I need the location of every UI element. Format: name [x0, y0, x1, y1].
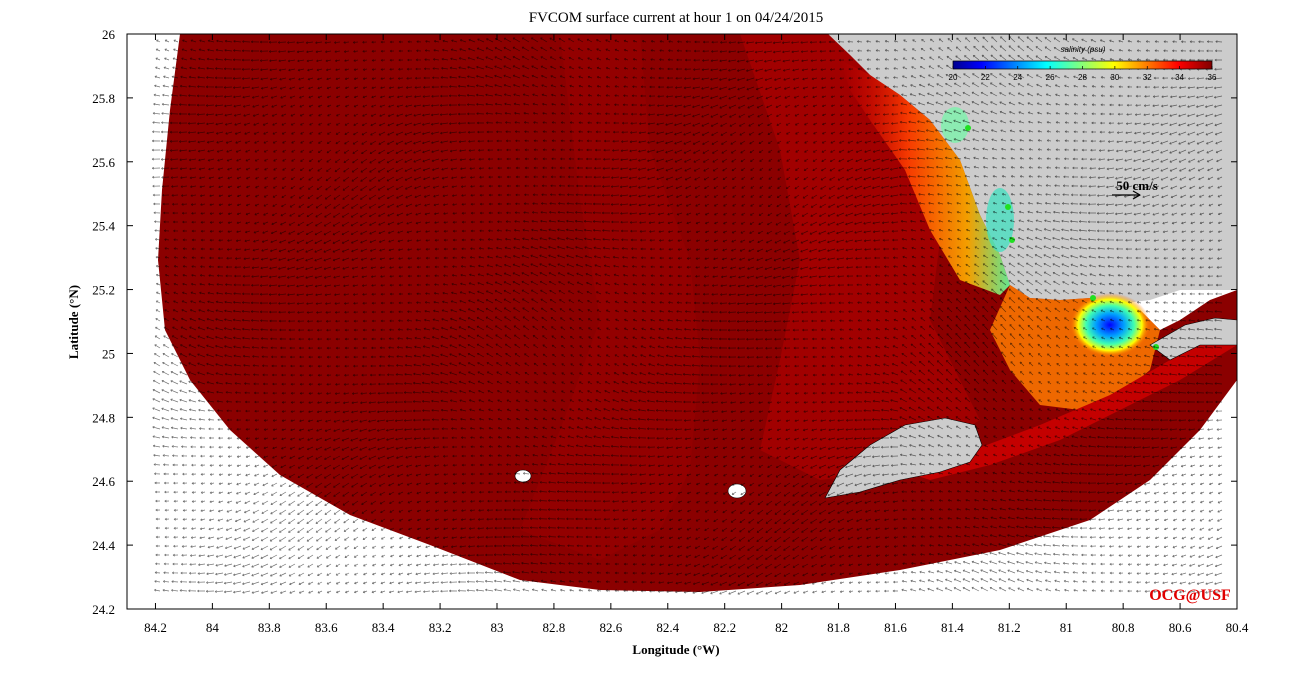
y-axis-label: Latitude (°N): [66, 285, 81, 359]
x-tick-label: 83.2: [429, 620, 452, 635]
x-tick-label: 82.2: [713, 620, 736, 635]
x-tick-label: 82.4: [656, 620, 679, 635]
x-tick-label: 84: [206, 620, 220, 635]
colorbar-tick-label: 20: [949, 73, 958, 82]
x-tick-label: 81.8: [827, 620, 850, 635]
colorbar-tick-label: 26: [1046, 73, 1055, 82]
x-tick-label: 81.6: [884, 620, 907, 635]
x-tick-label: 83.8: [258, 620, 281, 635]
colorbar-tick-label: 24: [1013, 73, 1022, 82]
y-tick-label: 26: [102, 27, 116, 42]
x-tick-label: 81.4: [941, 620, 964, 635]
plot-area: [127, 34, 1237, 609]
y-tick-label: 24.4: [92, 538, 115, 553]
y-tick-label: 25.6: [92, 155, 115, 170]
y-tick-label: 25.4: [92, 219, 115, 234]
x-tick-label: 81: [1060, 620, 1073, 635]
mainland-land: [828, 34, 1237, 305]
x-tick-label: 83: [491, 620, 504, 635]
x-tick-label: 80.8: [1112, 620, 1135, 635]
colorbar-tick-label: 30: [1110, 73, 1119, 82]
credit-label: OCG@USF: [1149, 587, 1231, 604]
x-tick-label: 80.4: [1226, 620, 1249, 635]
colorbar-tick-label: 34: [1175, 73, 1184, 82]
axes-frame: [126, 33, 1238, 610]
x-tick-label: 81.2: [998, 620, 1021, 635]
x-tick-label: 83.4: [372, 620, 395, 635]
x-tick-label: 80.6: [1169, 620, 1192, 635]
x-tick-label: 83.6: [315, 620, 338, 635]
x-axis-label: Longitude (°W): [632, 642, 719, 657]
colorbar-tick-label: 28: [1078, 73, 1087, 82]
y-tick-label: 25: [102, 346, 115, 361]
colorbar-tick-label: 36: [1208, 73, 1217, 82]
x-tick-label: 82.6: [599, 620, 622, 635]
vector-scale-label: 50 cm/s: [1116, 178, 1158, 193]
y-axis: 24.2 24.4 24.6 24.8 25 25.2 25.4 25.6 25.8 26: [92, 27, 1237, 617]
current-vectors: [151, 36, 1223, 595]
y-tick-label: 24.8: [92, 410, 115, 425]
colorbar-tick-label: 22: [981, 73, 990, 82]
colorbar: salinity (psu) 20 22 24 26 28 30 32 34 36: [949, 45, 1217, 82]
x-axis: 84.2 84 83.8 83.6 83.4 83.2 83 82.8 82.6 82.4 82.2…: [144, 34, 1249, 635]
y-tick-label: 24.6: [92, 474, 115, 489]
y-tick-label: 25.2: [92, 283, 115, 298]
y-tick-label: 25.8: [92, 91, 115, 106]
colorbar-tick-label: 32: [1143, 73, 1152, 82]
vector-scale: 50 cm/s: [1112, 178, 1158, 200]
x-tick-label: 82: [775, 620, 788, 635]
y-tick-label: 24.2: [92, 602, 115, 617]
colorbar-title: salinity (psu): [1061, 45, 1106, 54]
x-tick-label: 84.2: [144, 620, 167, 635]
map-title: FVCOM surface current at hour 1 on 04/24…: [529, 10, 824, 26]
x-tick-label: 82.8: [543, 620, 566, 635]
